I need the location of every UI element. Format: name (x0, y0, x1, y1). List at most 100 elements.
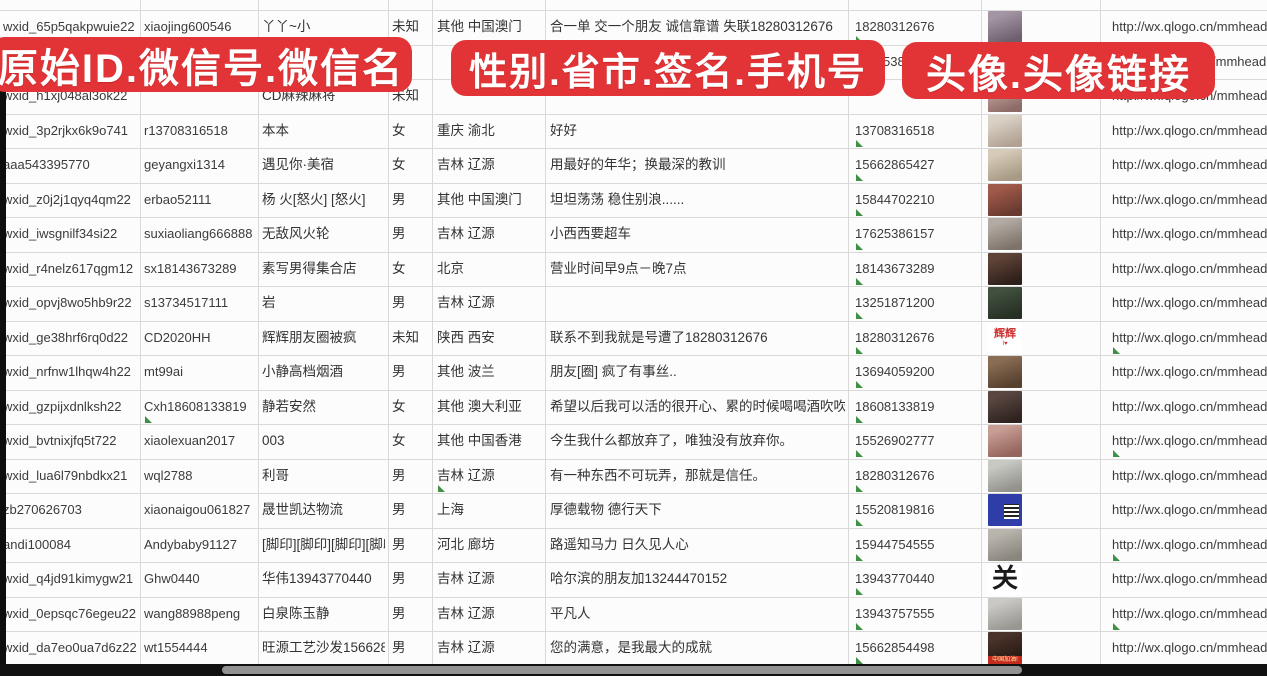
cell-avatar-link[interactable]: http://wx.qlogo.cn/mmhead (1112, 571, 1267, 586)
avatar-image[interactable] (988, 459, 1022, 492)
cell-signature[interactable]: 您的满意，是我最大的成就 (550, 640, 712, 655)
cell-region[interactable]: 吉林 辽源 (437, 459, 543, 493)
cell-gender[interactable]: 女 (392, 433, 406, 448)
avatar-image[interactable] (988, 11, 1022, 43)
cell-wxid[interactable]: aaa543395770 (3, 157, 90, 172)
cell-signature[interactable]: 坦坦荡荡 稳住别浪...... (550, 191, 685, 207)
cell-wxid[interactable]: wxid_bvtnixjfq5t722 (3, 433, 117, 448)
cell-wxid[interactable]: andi100084 (3, 536, 71, 552)
cell-signature[interactable]: 小西西要超车 (550, 226, 631, 241)
cell-region[interactable]: 河北 廊坊 (437, 536, 495, 552)
cell-avatar-link[interactable]: /mmhead (1212, 53, 1267, 69)
cell-avatar-link[interactable]: http://wx.qlogo.cn/mmhead (1112, 424, 1267, 458)
avatar-image[interactable] (988, 252, 1022, 285)
cell-nickname[interactable]: 小静高档烟酒 (262, 364, 343, 379)
cell-wxid[interactable]: wxid_z0j2j1qyq4qm22 (3, 191, 131, 207)
cell-phone[interactable]: 17625386157 (855, 217, 978, 251)
cell-wechat-id[interactable]: CD2020HH (144, 329, 211, 345)
cell-phone[interactable]: 18143673289 (855, 252, 978, 286)
cell-gender[interactable]: 男 (392, 605, 406, 621)
cell-region[interactable]: 吉林 辽源 (437, 295, 495, 310)
cell-avatar-link[interactable]: http://wx.qlogo.cn/mmhead (1112, 502, 1267, 517)
cell-signature[interactable]: 合一单 交一个朋友 诚信靠谱 失联18280312676 (550, 19, 833, 34)
cell-wechat-id[interactable]: suxiaoliang666888 (144, 226, 253, 241)
cell-gender[interactable]: 女 (392, 122, 406, 138)
cell-wechat-id[interactable]: s13734517111 (144, 295, 229, 310)
cell-gender[interactable]: 未知 (392, 329, 419, 345)
cell-signature[interactable]: 今生我什么都放弃了，唯独没有放弃你。 (550, 433, 793, 448)
cell-avatar-link[interactable]: http://wx.qlogo.cn/mmhead (1112, 19, 1267, 34)
cell-nickname[interactable]: 辉辉朋友圈被疯 (262, 329, 357, 345)
cell-signature[interactable]: 用最好的年华；换最深的教训 (550, 157, 726, 172)
cell-nickname[interactable]: [脚印][脚印][脚印][脚印] (262, 536, 385, 552)
cell-avatar-link[interactable]: http://wx.qlogo.cn/mmhead (1112, 640, 1267, 655)
cell-wechat-id[interactable]: mt99ai (144, 364, 184, 379)
cell-wechat-id[interactable]: r13708316518 (144, 122, 228, 138)
cell-phone[interactable]: 13943770440 (855, 562, 978, 596)
cell-wxid[interactable]: wxid_opvj8wo5hb9r22 (3, 295, 132, 310)
cell-region[interactable]: 其他 中国澳门 (437, 191, 522, 207)
cell-signature[interactable]: 希望以后我可以活的很开心、累的时候喝喝酒吹吹[ (550, 398, 845, 414)
avatar-image[interactable]: 中国加油! (988, 632, 1022, 664)
cell-wxid[interactable]: zb270626703 (3, 502, 82, 517)
cell-avatar-link[interactable]: http://wx.qlogo.cn/mmhead (1112, 528, 1267, 562)
avatar-image[interactable] (988, 356, 1022, 388)
cell-nickname[interactable]: 岩 (262, 295, 276, 310)
avatar-image[interactable] (988, 390, 1022, 423)
cell-wxid[interactable]: wxid_lua6l79nbdkx21 (3, 467, 128, 483)
cell-wechat-id[interactable]: wql2788 (144, 467, 193, 483)
cell-nickname[interactable]: 素写男得集合店 (262, 260, 357, 276)
avatar-image[interactable] (988, 528, 1022, 561)
cell-gender[interactable]: 男 (392, 640, 406, 655)
cell-phone[interactable]: 13251871200 (855, 286, 978, 320)
cell-nickname[interactable]: 华伟13943770440 (262, 571, 372, 586)
cell-gender[interactable]: 男 (392, 502, 406, 517)
cell-wechat-id[interactable]: xiaojing600546 (144, 19, 232, 34)
cell-wxid[interactable]: wxid_3p2rjkx6k9o741 (3, 122, 129, 138)
cell-wechat-id[interactable]: xiaolexuan2017 (144, 433, 236, 448)
cell-wxid[interactable]: wxid_iwsgnilf34si22 (3, 226, 118, 241)
cell-avatar-link[interactable]: http://wx.qlogo.cn/mmhead (1112, 260, 1267, 276)
cell-region[interactable]: 其他 澳大利亚 (437, 398, 522, 414)
cell-signature[interactable]: 好好 (550, 122, 577, 138)
cell-wechat-id[interactable]: xiaonaigou061827 (144, 502, 251, 517)
cell-signature[interactable]: 营业时间早9点－晚7点 (550, 260, 687, 276)
cell-phone[interactable]: 13943757555 (855, 597, 978, 631)
cell-signature[interactable]: 路遥知马力 日久见人心 (550, 536, 689, 552)
cell-nickname[interactable]: 003 (262, 433, 285, 448)
cell-phone[interactable]: 15662865427 (855, 148, 978, 182)
cell-wxid[interactable]: wxid_r4nelz617qgm12 (3, 260, 134, 276)
cell-nickname[interactable]: 遇见你·美宿 (262, 157, 334, 172)
cell-region[interactable]: 陕西 西安 (437, 329, 495, 345)
cell-nickname[interactable]: 晟世凯达物流 (262, 502, 343, 517)
cell-gender[interactable]: 男 (392, 295, 406, 310)
avatar-image[interactable] (988, 494, 1022, 526)
cell-avatar-link[interactable]: http://wx.qlogo.cn/mmhead (1112, 321, 1267, 355)
cell-region[interactable]: 其他 波兰 (437, 364, 495, 379)
cell-gender[interactable]: 女 (392, 260, 406, 276)
cell-phone[interactable]: 15662854498 (855, 631, 978, 665)
cell-region[interactable]: 吉林 辽源 (437, 226, 495, 241)
cell-nickname[interactable]: 旺源工艺沙发15662854 (262, 640, 385, 655)
cell-nickname[interactable]: 本本 (262, 122, 289, 138)
avatar-image[interactable] (988, 597, 1022, 630)
cell-region[interactable]: 其他 中国香港 (437, 433, 522, 448)
cell-gender[interactable]: 未知 (392, 19, 419, 34)
cell-signature[interactable]: 联系不到我就是号遭了18280312676 (550, 329, 768, 345)
cell-wechat-id[interactable]: Cxh18608133819 (144, 390, 256, 424)
cell-signature[interactable]: 哈尔滨的朋友加13244470152 (550, 571, 728, 586)
cell-wechat-id[interactable]: geyangxi1314 (144, 157, 225, 172)
cell-wechat-id[interactable]: erbao52111 (144, 191, 212, 207)
cell-region[interactable]: 重庆 渝北 (437, 122, 495, 138)
cell-region[interactable]: 上海 (437, 502, 464, 517)
avatar-image[interactable] (988, 218, 1022, 250)
cell-gender[interactable]: 男 (392, 226, 406, 241)
cell-phone[interactable]: 15944754555 (855, 528, 978, 562)
cell-nickname[interactable]: 无敌风火轮 (262, 226, 330, 241)
avatar-image[interactable] (988, 114, 1022, 147)
cell-avatar-link[interactable]: http://wx.qlogo.cn/mmhead (1112, 122, 1267, 138)
cell-wxid[interactable]: wxid_q4jd91kimygw21 (3, 571, 134, 586)
avatar-image[interactable] (988, 287, 1022, 319)
cell-wechat-id[interactable]: wt1554444 (144, 640, 208, 655)
cell-wxid[interactable]: wxid_0epsqc76egeu22 (3, 605, 136, 621)
